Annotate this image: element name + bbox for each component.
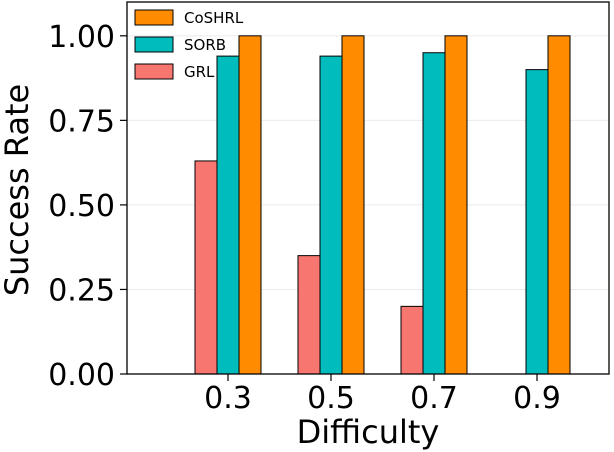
bar-sorb-0.7 <box>422 52 446 375</box>
legend-swatch-grl <box>134 63 174 80</box>
bar-coshrl-0.3 <box>238 35 262 375</box>
y-tick-label: 0.50 <box>48 189 115 224</box>
bar-sorb-0.3 <box>216 55 240 375</box>
legend-label-grl: GRL <box>184 63 215 81</box>
x-axis-label: Difficulty <box>297 413 440 451</box>
y-tick-label: 0.00 <box>48 358 115 393</box>
bar-grl-0.3 <box>194 160 218 375</box>
legend-swatch-sorb <box>134 36 174 53</box>
y-tick-label: 0.75 <box>48 104 115 139</box>
bar-coshrl-0.5 <box>341 35 365 375</box>
y-tick-label: 1.00 <box>48 20 115 55</box>
x-tick-label: 0.3 <box>204 381 252 416</box>
plot-frame <box>126 1 610 375</box>
legend: CoSHRL SORB GRL <box>134 9 244 81</box>
bar-coshrl-0.9 <box>547 35 571 375</box>
x-axis: 0.3 0.5 0.7 0.9 <box>204 374 561 416</box>
bar-coshrl-0.7 <box>444 35 468 375</box>
bar-grl-0.5 <box>297 255 321 375</box>
y-axis: 0.00 0.25 0.50 0.75 1.00 <box>48 20 127 393</box>
bar-sorb-0.9 <box>525 69 549 375</box>
x-tick-label: 0.7 <box>410 381 458 416</box>
legend-label-coshrl: CoSHRL <box>184 9 244 27</box>
legend-swatch-coshrl <box>134 9 174 26</box>
x-tick-label: 0.9 <box>513 381 561 416</box>
x-tick-label: 0.5 <box>307 381 355 416</box>
bar-sorb-0.5 <box>319 55 343 375</box>
legend-label-sorb: SORB <box>184 36 226 54</box>
y-tick-label: 0.25 <box>48 273 115 308</box>
y-axis-label: Success Rate <box>0 84 36 296</box>
bar-grl-0.7 <box>400 305 424 375</box>
